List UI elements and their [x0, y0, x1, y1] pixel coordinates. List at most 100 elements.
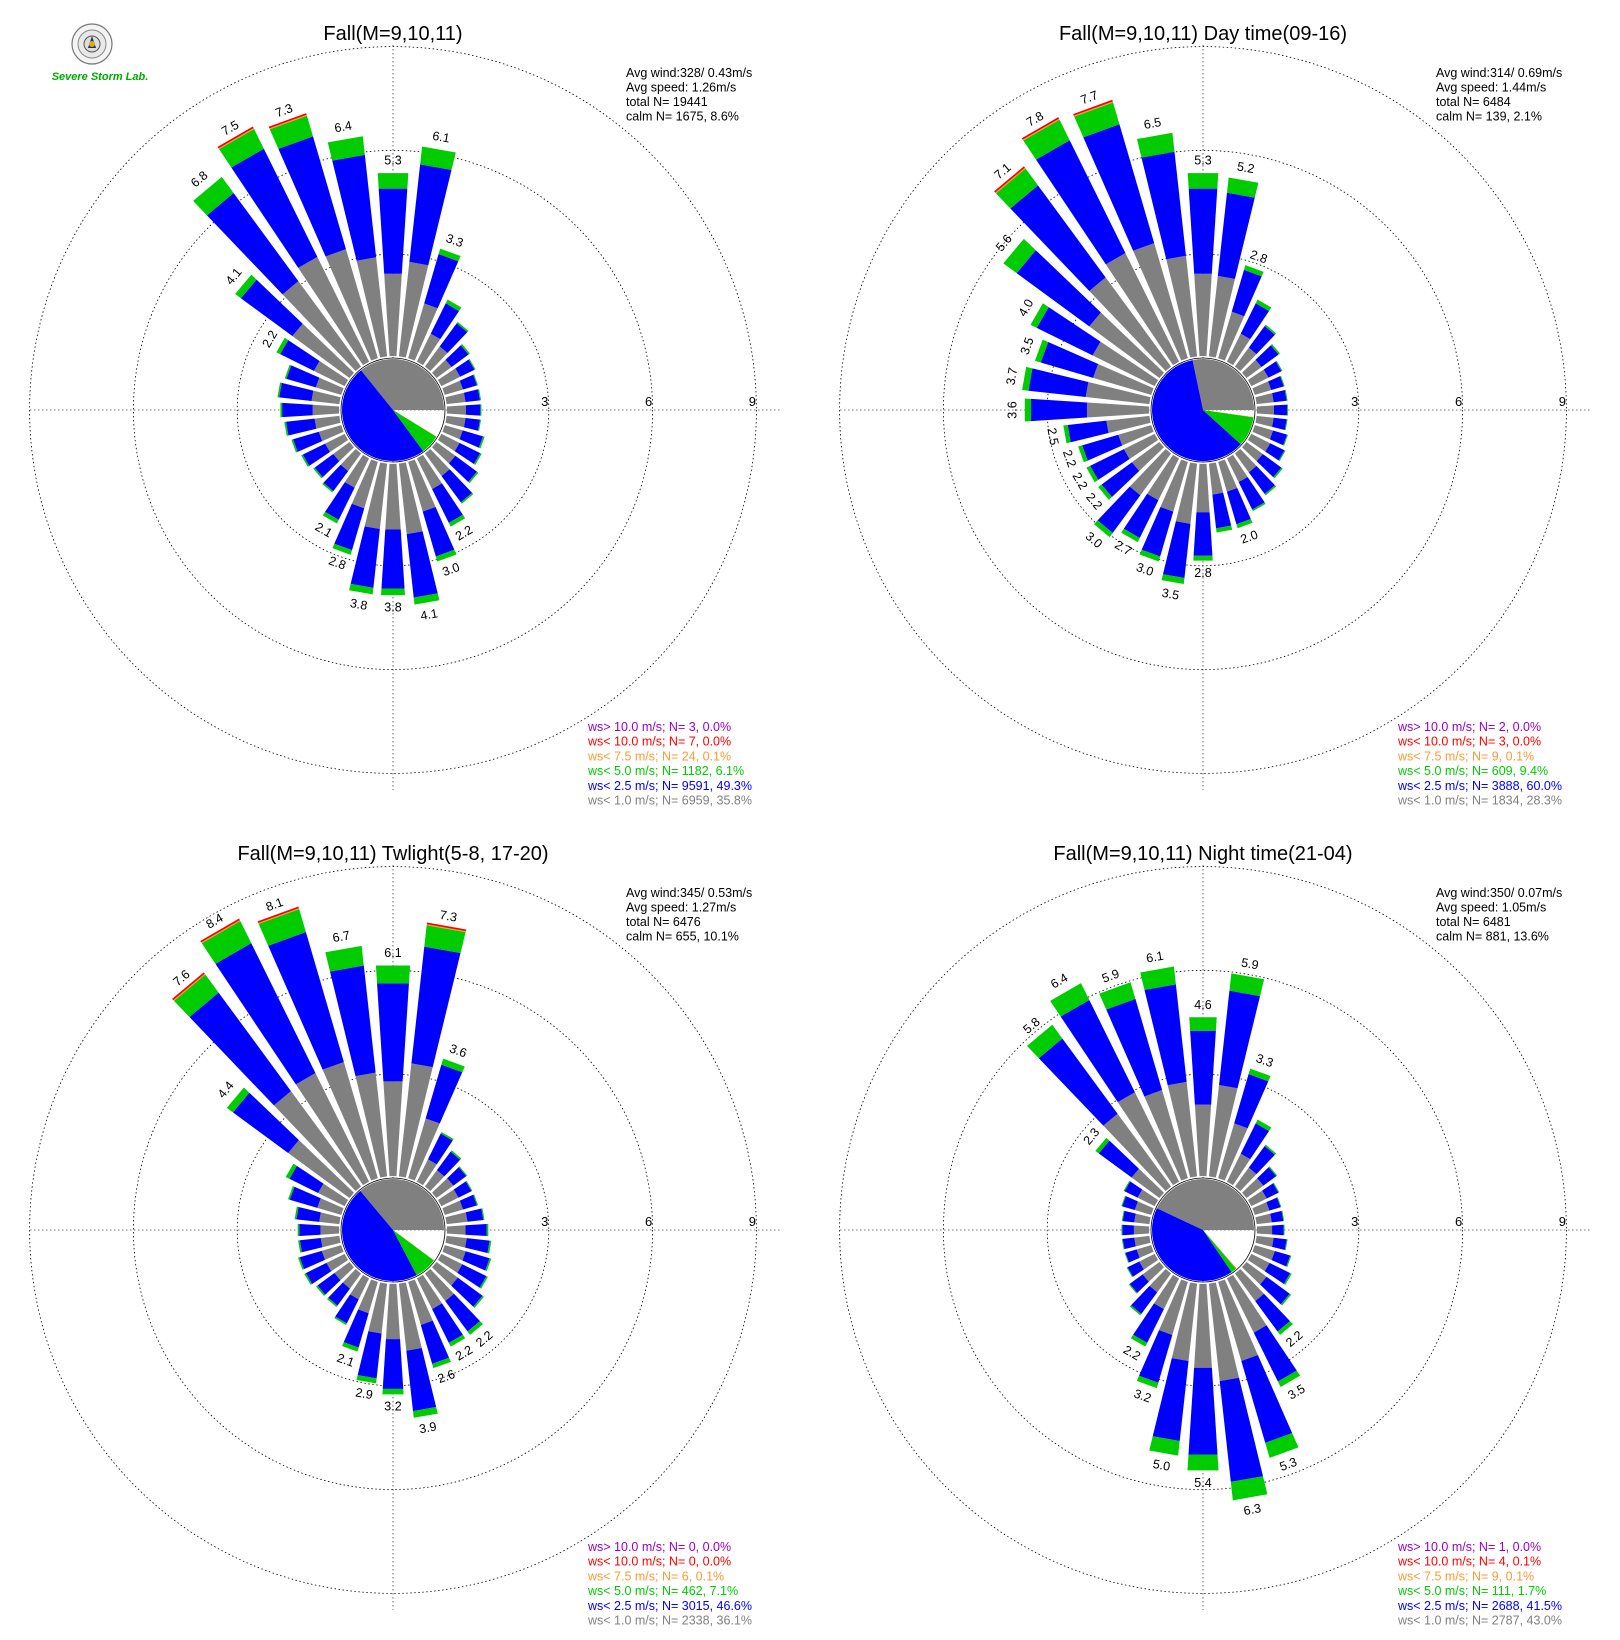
chart-title: Fall(M=9,10,11) Twlight(5-8, 17-20): [237, 843, 548, 865]
bar-segment-green: [201, 921, 252, 964]
direction-bar-350: [325, 945, 388, 1178]
bar-segment-gray: [1226, 333, 1251, 366]
bar-segment-green: [1280, 375, 1285, 387]
bar-segment-gray: [1123, 433, 1159, 459]
bar-segment-gray: [432, 441, 456, 464]
bar-value-label: 2.7: [1112, 538, 1134, 559]
legend-entry: ws< 5.0 m/s; N= 609, 9.4%: [1397, 764, 1548, 778]
bar-segment-blue: [1217, 192, 1255, 279]
bar-segment-blue: [1238, 476, 1265, 510]
bar-segment-blue: [189, 992, 291, 1106]
windrose-panel-nighttime: Fall(M=9,10,11) Night time(21-04) 3 6 9 4.6 5…: [810, 820, 1620, 1640]
direction-bar-280: [1121, 1210, 1151, 1225]
bar-segment-green: [1284, 1239, 1288, 1251]
bar-segment-green: [1027, 1024, 1063, 1059]
bar-segment-gray: [1136, 1245, 1154, 1258]
legend-entry: ws< 7.5 m/s; N= 6, 0.1%: [587, 1569, 724, 1583]
direction-bar-230: [1098, 441, 1164, 500]
bar-segment-blue: [1273, 404, 1288, 416]
legend-entry: ws< 10.0 m/s; N= 0, 0.0%: [587, 1555, 731, 1569]
bar-value-label: 3.0: [441, 560, 462, 579]
bar-segment-red: [172, 972, 205, 1001]
calm-pie-slice-green: [1203, 410, 1254, 445]
radial-tick-label: 3: [1351, 394, 1358, 409]
bar-segment-green: [1161, 574, 1185, 585]
bar-segment-blue: [282, 402, 313, 418]
bar-segment-green: [1123, 1180, 1131, 1192]
radial-tick-label: 9: [749, 394, 756, 409]
bar-segment-green: [1023, 119, 1070, 160]
bar-segment-green: [1277, 1197, 1282, 1208]
bar-segment-gray: [1252, 1202, 1270, 1215]
bar-segment-green: [1074, 102, 1120, 138]
bar-segment-green: [473, 374, 479, 386]
bar-segment-blue: [381, 529, 405, 589]
direction-bar-140: [1234, 1269, 1293, 1335]
bar-segment-green: [995, 168, 1038, 209]
bar-segment-gray: [1103, 1113, 1172, 1191]
bar-value-label: 5.3: [384, 154, 401, 168]
stat-avg-wind: Avg wind:314/ 0.69m/s: [1436, 66, 1562, 80]
bar-segment-green: [1034, 339, 1049, 363]
radial-tick-label: 9: [1559, 394, 1566, 409]
direction-bar-40: [1234, 324, 1277, 371]
bar-segment-gray: [312, 404, 340, 416]
direction-bar-10: [398, 146, 456, 358]
bar-segment-gray: [1117, 1092, 1180, 1186]
bar-segment-green: [1121, 1224, 1123, 1236]
windrose-chart-twilight: Fall(M=9,10,11) Twlight(5-8, 17-20) 3 6 9 6.…: [29, 843, 780, 1628]
legend-entry: ws< 1.0 m/s; N= 1834, 28.3%: [1397, 794, 1562, 808]
bar-segment-green: [1130, 1334, 1148, 1347]
direction-bar-120: [1247, 433, 1286, 462]
direction-bar-280: [1022, 366, 1151, 405]
direction-bar-270: [1121, 1224, 1150, 1236]
bar-segment-blue: [1152, 1358, 1189, 1442]
bar-segment-gray: [1106, 415, 1151, 434]
windrose-chart-nighttime: Fall(M=9,10,11) Night time(21-04) 3 6 9 4.6 5…: [839, 843, 1590, 1628]
direction-bar-30: [416, 1131, 454, 1186]
bar-segment-green: [297, 1223, 300, 1237]
bar-segment-blue: [462, 1251, 490, 1271]
bar-segment-gray: [1247, 1253, 1270, 1272]
bar-segment-gray: [334, 1261, 354, 1281]
windrose-chart-daytime: Fall(M=9,10,11) Day time(09-16) 3 6 9 5.3 5.2…: [839, 23, 1590, 808]
bar-segment-blue: [1262, 1183, 1279, 1199]
bar-segment-blue: [1188, 1367, 1218, 1455]
direction-bar-180: [1187, 1283, 1219, 1471]
bar-segment-green: [1149, 1436, 1180, 1456]
direction-bar-130: [432, 441, 479, 484]
stat-total: total N= 6484: [1436, 95, 1511, 109]
bar-segment-gray: [320, 1225, 340, 1235]
bar-segment-blue: [240, 279, 303, 337]
bar-segment-gray: [437, 1253, 463, 1273]
bar-segment-gray: [350, 1274, 370, 1300]
bar-segment-red: [217, 126, 254, 149]
bar-segment-gray: [408, 1279, 433, 1326]
direction-bar-170: [398, 1282, 438, 1418]
bar-segment-blue: [447, 1167, 467, 1186]
bar-segment-gray: [408, 303, 438, 361]
direction-bar-100: [1255, 415, 1288, 431]
direction-bar-290: [1034, 339, 1154, 395]
bar-segment-blue: [430, 303, 460, 340]
direction-bar-330: [200, 918, 370, 1186]
legend-entry: ws< 2.5 m/s; N= 9591, 49.3%: [587, 779, 752, 793]
bar-segment-green: [1255, 1119, 1272, 1131]
bar-value-label: 5.6: [993, 232, 1015, 254]
bar-segment-blue: [1144, 984, 1187, 1086]
radial-tick-label: 9: [1559, 1214, 1566, 1229]
bar-segment-gray: [437, 1189, 459, 1207]
bar-value-label: 2.2: [1283, 1328, 1305, 1350]
direction-bar-260: [1063, 415, 1151, 444]
direction-bar-340: [268, 113, 378, 361]
bar-segment-blue: [293, 431, 323, 452]
bar-value-label: 5.9: [1100, 967, 1121, 986]
direction-bar-160: [1218, 1279, 1299, 1458]
bar-segment-green: [478, 436, 485, 449]
bar-segment-green: [301, 454, 310, 467]
bar-segment-green: [325, 945, 364, 972]
bar-segment-gray: [424, 1170, 445, 1191]
bar-segment-blue: [323, 464, 349, 492]
bar-segment-gray: [432, 1178, 454, 1199]
bar-segment-gray: [311, 390, 341, 405]
